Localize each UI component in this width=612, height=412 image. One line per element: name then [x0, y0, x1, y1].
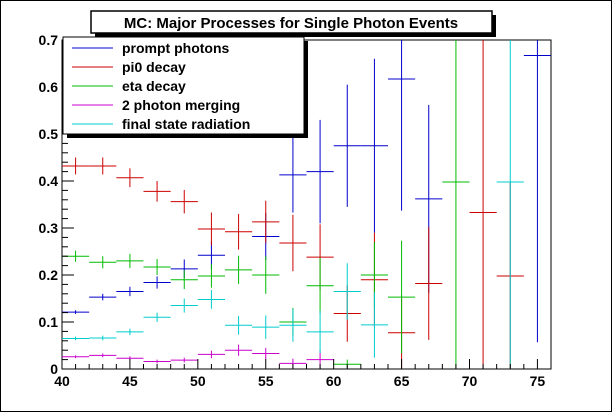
- data-point: [143, 276, 171, 289]
- x-tick-label: 50: [190, 373, 206, 389]
- data-point: [116, 286, 144, 297]
- legend-label: 2 photon merging: [122, 97, 240, 113]
- x-axis: 40 45 50 55 60 65 70 75: [54, 359, 552, 389]
- data-point: [252, 315, 280, 339]
- data-point: [306, 310, 334, 354]
- y-tick-label: 0.6: [39, 79, 59, 95]
- data-point: [225, 213, 253, 250]
- y-tick-label: 0.5: [39, 126, 59, 142]
- data-point: [496, 40, 524, 369]
- x-tick-label: 70: [462, 373, 478, 389]
- data-point: [116, 168, 144, 188]
- data-point: [523, 40, 551, 343]
- y-tick-label: 0.4: [39, 173, 59, 189]
- data-point: [62, 157, 90, 175]
- y-tick-label: 0: [50, 361, 58, 377]
- y-tick-label: 0.2: [39, 267, 59, 283]
- data-point: [89, 353, 117, 358]
- x-tick-label: 65: [394, 373, 410, 389]
- y-tick-label: 0.3: [39, 220, 59, 236]
- data-point: [170, 189, 198, 214]
- legend-label: prompt photons: [122, 40, 230, 56]
- data-point: [225, 344, 253, 356]
- data-point: [333, 263, 361, 320]
- title-box-frame: [90, 10, 493, 34]
- data-point: [116, 253, 144, 268]
- data-point: [442, 40, 470, 369]
- data-point: [197, 264, 225, 288]
- series-2-photon-merging: [62, 344, 334, 369]
- legend-label: pi0 decay: [122, 59, 186, 75]
- data-point: [89, 157, 117, 175]
- legend-label: eta decay: [122, 78, 186, 94]
- data-point: [252, 347, 280, 360]
- data-point: [388, 40, 416, 211]
- data-point: [143, 312, 171, 322]
- data-point: [170, 270, 198, 290]
- x-tick-label: 45: [122, 373, 138, 389]
- data-point: [170, 357, 198, 363]
- data-point: [197, 290, 225, 309]
- series-final-state-radiation: [62, 40, 524, 369]
- data-point: [89, 256, 117, 269]
- data-point: [252, 200, 280, 244]
- chart-title: MC: Major Processes for Single Photon Ev…: [124, 15, 458, 32]
- data-point: [143, 181, 171, 202]
- data-point: [333, 84, 361, 207]
- data-point: [360, 58, 388, 233]
- data-point: [279, 137, 307, 213]
- data-point: [62, 355, 90, 359]
- data-point: [89, 293, 117, 301]
- data-point: [225, 255, 253, 284]
- data-point: [197, 350, 225, 359]
- series-layer: [62, 40, 551, 369]
- data-point: [388, 240, 416, 354]
- legend-label: final state radiation: [122, 116, 250, 132]
- x-tick-label: 60: [326, 373, 342, 389]
- data-point: [306, 257, 334, 315]
- y-tick-label: 0.1: [39, 314, 59, 330]
- data-point: [225, 315, 253, 335]
- title-box: MC: Major Processes for Single Photon Ev…: [90, 10, 496, 37]
- data-point: [197, 212, 225, 246]
- data-point: [143, 259, 171, 275]
- legend-entries: prompt photons pi0 decay eta decay 2 photon…: [72, 40, 250, 132]
- data-point: [143, 359, 171, 364]
- data-point: [116, 328, 144, 336]
- x-tick-label: 75: [530, 373, 546, 389]
- data-point: [89, 335, 117, 341]
- y-tick-label: 0.7: [39, 32, 59, 48]
- data-point: [360, 291, 388, 358]
- x-tick-label: 40: [54, 373, 70, 389]
- data-point: [279, 214, 307, 272]
- legend: prompt photons pi0 decay eta decay 2 photon…: [62, 36, 308, 138]
- data-point: [469, 40, 497, 369]
- data-point: [252, 256, 280, 294]
- data-point: [279, 308, 307, 342]
- x-tick-label: 55: [258, 373, 274, 389]
- data-point: [62, 336, 90, 341]
- data-point: [170, 298, 198, 313]
- data-point: [306, 119, 334, 224]
- data-point: [415, 227, 443, 340]
